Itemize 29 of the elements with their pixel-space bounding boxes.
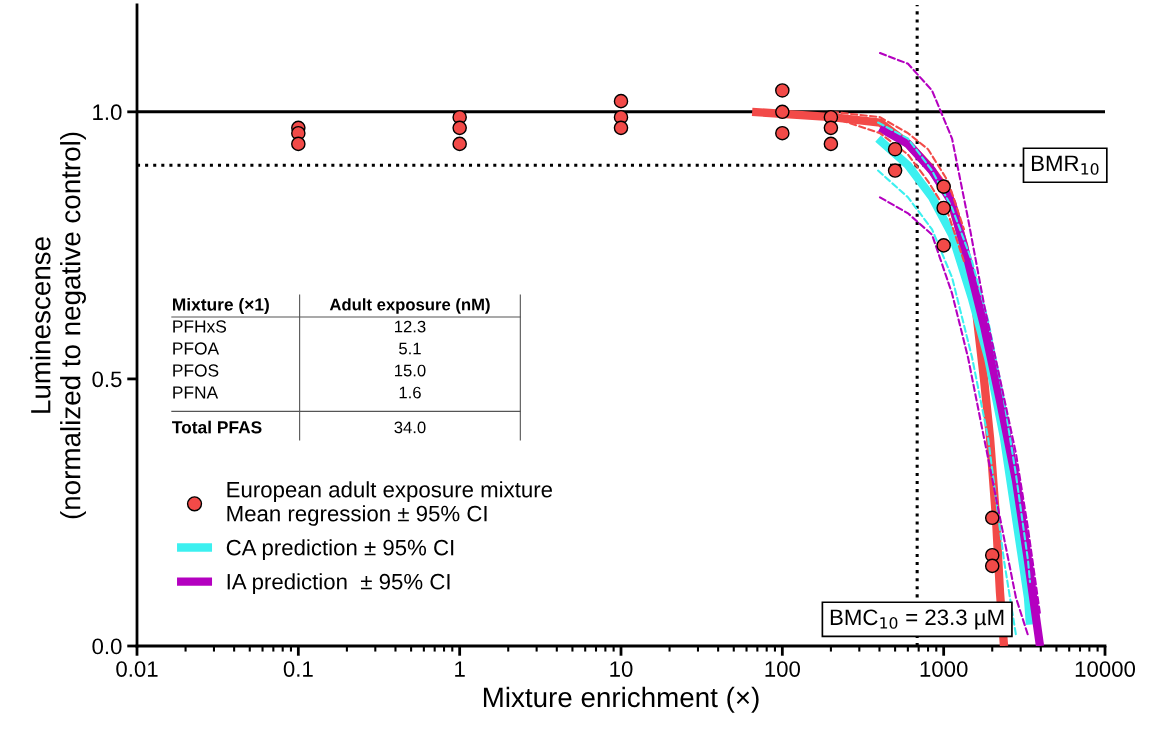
annotation: 12.3 [395, 320, 426, 333]
annotation: PFHxS [173, 320, 227, 333]
y-axis-title: Luminescense (normalized to negative control) [30, 132, 86, 519]
x-tick-label: 0.01 [116, 661, 158, 677]
x-tick-label: 1000 [920, 661, 968, 677]
legend-label: CA prediction ± 95% CI [226, 539, 454, 560]
x-tick-label: 10 [610, 661, 633, 677]
y-tick-label: 0.0 [92, 638, 122, 655]
annotation: 15.0 [395, 364, 426, 377]
y-tick-label: 1.0 [93, 104, 122, 121]
annotation: 5.1 [399, 342, 421, 355]
ref-line-label: BMR$_{10}$ [1031, 155, 1099, 175]
x-axis-title: Mixture enrichment (×) [483, 686, 759, 713]
annotation: PFOA [173, 342, 220, 355]
annotation: PFOS [173, 364, 219, 377]
y-tick-label: 0.5 [92, 371, 122, 388]
x-tick-label: 100 [765, 661, 800, 677]
x-tick-label: 1 [455, 661, 465, 677]
annotation: 34.0 [394, 421, 426, 434]
annotation: Total PFAS [172, 420, 262, 434]
annotation: PFNA [173, 386, 219, 399]
legend-label: IA prediction ± 95% CI [227, 573, 450, 594]
annotation: Mixture (×1) [173, 297, 269, 315]
x-tick-label: 10000 [1075, 661, 1136, 677]
annotation: Adult exposure (nM) [329, 298, 490, 314]
annotation: 1.6 [399, 386, 421, 399]
annotation: BMC$_{10}$ = 23.3 µM [830, 609, 1004, 630]
x-tick-label: 0.1 [283, 661, 313, 677]
legend-label: European adult exposure mixture Mean regression ± 95% CI [227, 481, 553, 526]
